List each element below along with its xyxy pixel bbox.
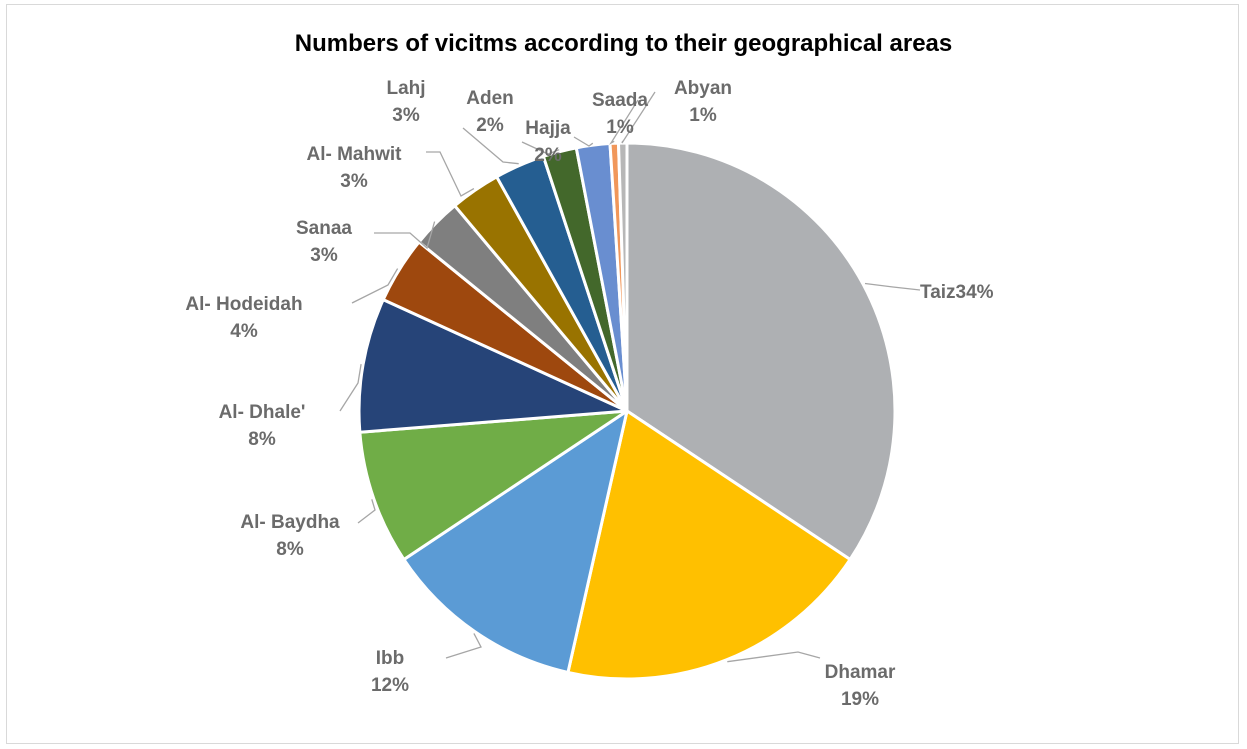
leader-line-al-baydha xyxy=(357,499,376,524)
leader-line-taiz xyxy=(864,282,921,291)
data-label-ibb: Ibb 12% xyxy=(371,648,409,696)
data-label-dhamar: Dhamar 19% xyxy=(825,662,896,710)
data-label-sanaa: Sanaa 3% xyxy=(296,218,352,266)
leader-line-al-hodeidah xyxy=(351,268,399,304)
leader-line-dhamar xyxy=(727,651,821,663)
leader-line-aden xyxy=(521,141,560,155)
leader-line-ibb xyxy=(445,633,482,659)
pie-slice-ibb xyxy=(402,409,629,674)
leader-line-al-dhale xyxy=(339,363,362,412)
chart-title: Numbers of vicitms according to their ge… xyxy=(294,30,953,57)
data-label-taiz: Taiz34% xyxy=(920,282,994,303)
data-label-aden: Aden 2% xyxy=(466,88,514,136)
pie-slice-al-baydha xyxy=(358,409,629,561)
leader-line-saada xyxy=(609,99,639,145)
data-label-saada: Saada 1% xyxy=(592,90,648,138)
data-label-al-hodeidah: Al- Hodeidah 4% xyxy=(185,294,302,342)
leader-line-hajja xyxy=(573,136,594,147)
data-label-hajja: Hajja 2% xyxy=(525,118,571,166)
data-label-al-baydha: Al- Baydha 8% xyxy=(240,512,340,560)
data-label-lahj: Lahj 3% xyxy=(386,78,425,126)
data-label-abyan: Abyan 1% xyxy=(674,78,732,126)
pie-slice-al-dhale xyxy=(357,298,629,434)
data-label-al-mahwit: Al- Mahwit 3% xyxy=(307,144,403,192)
leader-line-lahj xyxy=(462,127,519,165)
leader-line-al-mahwit xyxy=(426,151,475,197)
pie-slice-dhamar xyxy=(566,409,852,681)
leader-line-sanaa xyxy=(374,221,436,250)
leader-line-abyan xyxy=(621,91,656,144)
data-label-al-dhale: Al- Dhale' 8% xyxy=(219,402,306,450)
